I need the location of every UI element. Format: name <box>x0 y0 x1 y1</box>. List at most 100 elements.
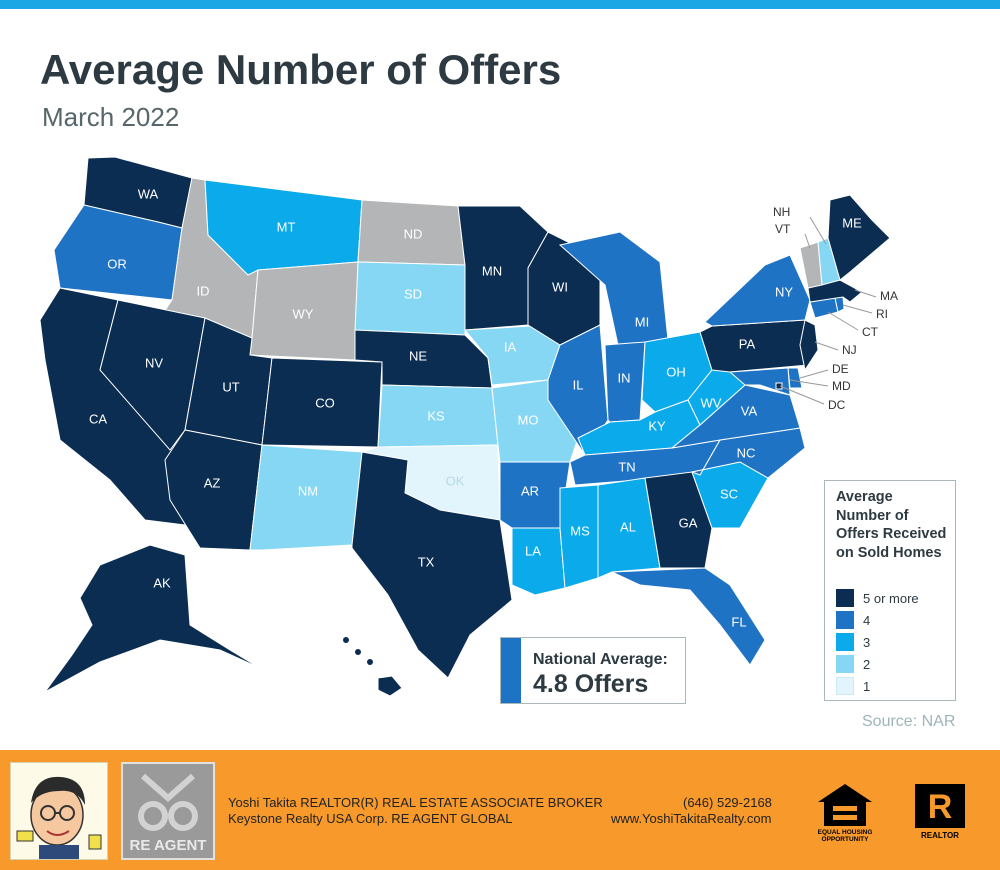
legend-label: 2 <box>863 656 871 672</box>
agent-website[interactable]: www.YoshiTakitaRealty.com <box>611 811 772 826</box>
state-label-dc: DC <box>828 398 846 412</box>
state-label-hi: HI <box>350 664 363 679</box>
leader-line-nj <box>814 341 839 351</box>
national-average-box: National Average: 4.8 Offers <box>500 637 686 704</box>
state-WY <box>249 261 359 361</box>
state-NM <box>249 444 363 551</box>
state-label-ms: MS <box>570 523 590 538</box>
state-label-la: LA <box>525 543 541 558</box>
page-title: Average Number of Offers <box>40 46 562 93</box>
legend-label: 4 <box>863 612 871 628</box>
realtor-text: REALTOR <box>921 831 959 840</box>
leader-line-de <box>799 369 829 379</box>
leader-line-ma <box>854 289 877 298</box>
legend-title: Average Number of Offers Received on Sol… <box>836 489 947 561</box>
state-label-wa: WA <box>138 186 159 201</box>
state-GA <box>644 471 713 569</box>
state-label-nd: ND <box>404 226 423 241</box>
agent-footer: RE AGENT Yoshi Takita REALTOR(R) REAL ES… <box>0 750 1000 870</box>
hawaii-small-islands <box>343 637 373 665</box>
state-label-nv: NV <box>145 355 163 370</box>
legend-item-4: 4 <box>836 611 870 629</box>
realtor-icon: R REALTOR <box>913 782 967 844</box>
state-label-md: MD <box>832 379 851 393</box>
state-label-ne: NE <box>409 348 427 363</box>
national-average-value: 4.8 Offers <box>533 670 649 698</box>
state-label-wv: WV <box>701 395 722 410</box>
state-label-sd: SD <box>404 286 422 301</box>
state-label-ct: CT <box>862 325 879 339</box>
re-agent-logo: RE AGENT <box>121 762 215 860</box>
state-label-mi: MI <box>635 314 649 329</box>
state-label-ok: OK <box>446 473 465 488</box>
state-label-pa: PA <box>739 336 756 351</box>
legend-swatch <box>836 677 854 695</box>
state-label-nm: NM <box>298 483 318 498</box>
leader-line-ct <box>827 311 859 331</box>
state-label-or: OR <box>107 256 127 271</box>
state-label-az: AZ <box>204 475 221 490</box>
state-label-co: CO <box>315 395 335 410</box>
state-label-ks: KS <box>427 408 445 423</box>
equal-housing-icon: EQUAL HOUSING OPPORTUNITY <box>814 782 876 844</box>
state-label-ar: AR <box>521 483 539 498</box>
legend-item-5-or-more: 5 or more <box>836 589 919 607</box>
state-label-sc: SC <box>720 486 738 501</box>
state-NY <box>704 254 811 327</box>
state-DE <box>787 367 803 389</box>
state-TX <box>351 451 513 679</box>
state-label-nh: NH <box>773 205 790 219</box>
state-label-va: VA <box>741 403 758 418</box>
state-label-tn: TN <box>618 459 635 474</box>
state-NJ <box>799 319 819 372</box>
legend-swatch <box>836 589 854 607</box>
legend-label: 3 <box>863 634 871 650</box>
state-label-ri: RI <box>876 307 888 321</box>
us-map: WA OR CA ID NV MT WY UT AZ CO NM ND SD NE KS OK TX MN IA MO… <box>39 156 898 697</box>
state-label-nc: NC <box>737 445 756 460</box>
legend-item-2: 2 <box>836 655 870 673</box>
state-AK <box>44 544 261 693</box>
national-average-accent <box>501 638 521 703</box>
leader-line-dc <box>779 385 825 405</box>
leader-line-nh <box>809 216 827 245</box>
state-label-id: ID <box>197 283 210 298</box>
state-label-mo: MO <box>518 412 539 427</box>
state-label-ca: CA <box>89 411 107 426</box>
legend-item-1: 1 <box>836 677 870 695</box>
state-label-vt: VT <box>775 222 791 236</box>
state-AL <box>597 477 661 579</box>
state-label-me: ME <box>842 215 862 230</box>
state-label-al: AL <box>620 519 636 534</box>
state-LA <box>511 527 566 596</box>
re-agent-logo-text: RE AGENT <box>129 837 207 854</box>
legend-item-3: 3 <box>836 633 870 651</box>
state-MD <box>728 367 791 396</box>
legend-swatch <box>836 633 854 651</box>
national-average-label: National Average: <box>533 651 668 668</box>
state-label-tx: TX <box>418 554 435 569</box>
state-label-ut: UT <box>222 379 239 394</box>
state-HI <box>377 675 403 697</box>
state-label-wy: WY <box>293 306 314 321</box>
state-label-ga: GA <box>679 515 698 530</box>
state-label-in: IN <box>618 370 631 385</box>
state-label-mn: MN <box>482 263 502 278</box>
state-label-nj: NJ <box>842 343 857 357</box>
legend-label: 1 <box>863 678 871 694</box>
state-label-il: IL <box>573 377 584 392</box>
map-legend: Average Number of Offers Received on Sol… <box>824 480 956 701</box>
leader-line-ri <box>842 304 873 314</box>
state-label-ia: IA <box>504 339 517 354</box>
state-label-fl: FL <box>731 614 746 629</box>
svg-text:R: R <box>928 788 953 826</box>
agent-name: Yoshi Takita REALTOR(R) REAL ESTATE ASSO… <box>228 795 603 810</box>
legend-swatch <box>836 611 854 629</box>
state-label-mt: MT <box>277 219 296 234</box>
top-accent-bar <box>0 0 1000 9</box>
state-label-wi: WI <box>552 279 568 294</box>
state-ME <box>827 194 891 281</box>
source-note: Source: NAR <box>862 713 956 730</box>
state-FL <box>611 567 766 666</box>
agent-company: Keystone Realty USA Corp. RE AGENT GLOBA… <box>228 811 513 826</box>
